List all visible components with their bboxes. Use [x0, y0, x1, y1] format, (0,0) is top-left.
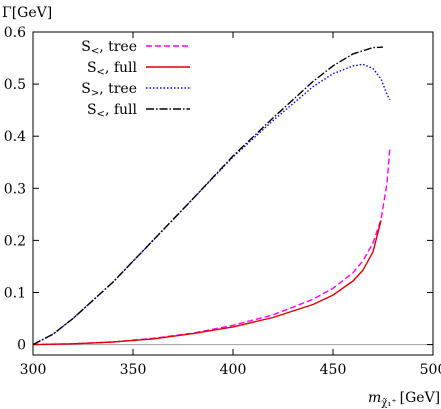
y-tick-label: 0.1: [4, 285, 26, 301]
y-tick-label: 0.2: [4, 233, 26, 249]
x-tick-label: 350: [120, 362, 147, 378]
legend: S<, tree S<, full S>, tree S<, full: [81, 39, 190, 120]
x-axis-label: mχ̃₁⁺ [GeV]: [368, 390, 440, 409]
plot-frame: [32, 31, 434, 356]
legend-label-2: S<, full: [87, 60, 138, 78]
x-tick-label: 450: [320, 362, 347, 378]
y-tick-label: 0: [17, 338, 26, 354]
legend-label-1: S<, tree: [81, 39, 137, 57]
legend-label-3: S>, tree: [81, 81, 137, 99]
x-axis-label-prefix: m: [368, 390, 381, 406]
x-axis-label-subscript: χ̃₁⁺: [381, 398, 396, 409]
y-axis-label: Γ[GeV]: [2, 5, 52, 21]
y-tick-label: 0.4: [4, 129, 26, 145]
series-line-4: [32, 46, 384, 346]
x-tick-label: 400: [220, 362, 247, 378]
y-tick-label: 0.5: [4, 77, 26, 93]
y-tick-label: 0.6: [4, 25, 26, 41]
ticks-group: 300 350 400 450 500 0 0.1 0.2 0.3 0.4 0.5 0.6: [4, 25, 441, 378]
series-line-1: [32, 146, 391, 346]
x-axis-label-suffix: [GeV]: [400, 390, 441, 406]
x-tick-label: 500: [420, 362, 441, 378]
legend-label-4: S<, full: [87, 102, 138, 120]
series-group: [32, 46, 391, 346]
series-line-2: [32, 220, 382, 346]
x-tick-label: 300: [20, 362, 47, 378]
y-tick-label: 0.3: [4, 181, 26, 197]
